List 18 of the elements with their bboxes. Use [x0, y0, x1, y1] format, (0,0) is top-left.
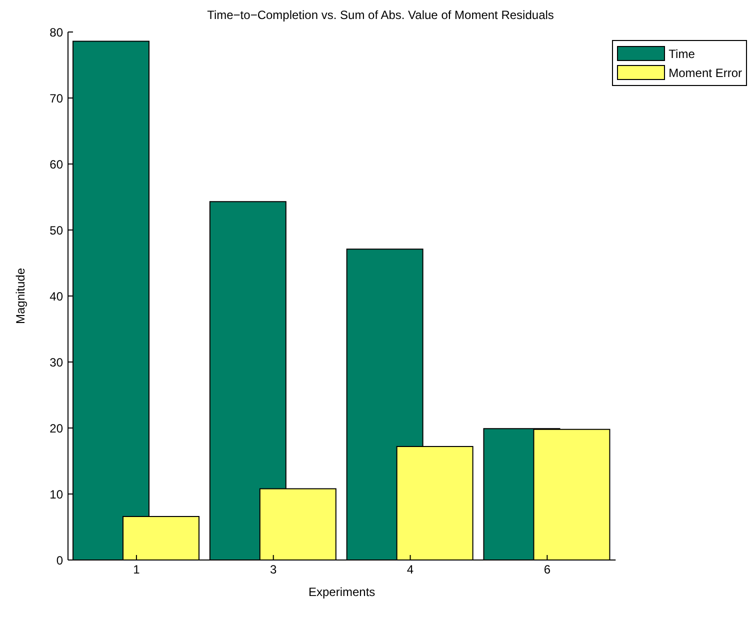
x-axis-title: Experiments [308, 585, 376, 599]
x-tick-label: 3 [270, 562, 278, 577]
x-tick-label: 1 [133, 562, 140, 577]
y-tick-label: 70 [50, 91, 64, 106]
y-tick-label: 40 [50, 289, 64, 304]
chart-title: Time−to−Completion vs. Sum of Abs. Value of Moment Residuals [206, 8, 555, 22]
x-tick-label: 4 [406, 562, 414, 577]
y-tick-label: 50 [50, 223, 64, 238]
y-tick-label: 0 [56, 553, 64, 568]
y-tick-label: 10 [50, 487, 64, 502]
y-tick-label: 20 [50, 421, 64, 436]
y-tick-label: 30 [50, 355, 64, 370]
legend-label: Moment Error [668, 66, 742, 80]
y-axis-title: Magnitude [13, 268, 28, 324]
legend-label: Time [668, 46, 695, 60]
x-tick-label: 6 [544, 562, 551, 577]
y-tick-label: 80 [50, 25, 64, 40]
y-tick-label: 60 [50, 157, 64, 172]
